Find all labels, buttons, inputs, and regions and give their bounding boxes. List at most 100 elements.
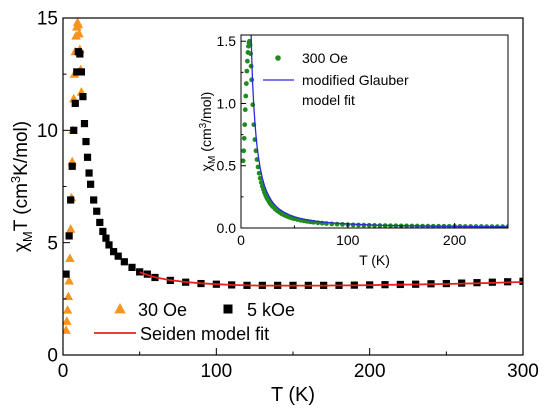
main-5-koe-point: [82, 137, 90, 146]
main-5-koe-point: [105, 241, 113, 249]
main-y-tick-label: 5: [47, 233, 58, 254]
main-series-seiden-model-fit-line: [139, 271, 523, 287]
inset-ylabel-subscript: M: [207, 156, 218, 164]
inset-300-oe-point: [243, 81, 249, 86]
main-30-oe-point: [74, 28, 84, 38]
inset-y-tick-label: 0.0: [217, 220, 237, 236]
inset-x-axis-label: T (K): [359, 252, 390, 268]
main-5-koe-point: [77, 68, 85, 76]
main-5-koe-point: [79, 93, 87, 101]
main-5-koe-point: [96, 218, 104, 227]
inset-plot-frame: [240, 34, 509, 229]
legend-seiden-fit-label: Seiden model fit: [140, 324, 269, 344]
main-x-tick-label: 300: [507, 361, 539, 382]
legend-glauber-fit-line: model fit: [302, 92, 355, 108]
inset-300-oe-point: [241, 135, 247, 141]
main-ylabel-mid: T (cm: [11, 183, 32, 231]
inset-y-tick-label: 1.0: [217, 95, 237, 111]
main-y-axis-label: χMT (cm3K/mol): [8, 121, 35, 252]
main-30-oe-point: [65, 224, 76, 233]
main-30-oe-point: [63, 305, 73, 314]
main-5-koe-point: [136, 268, 144, 276]
main-5-koe-point: [76, 50, 84, 58]
main-y-tick-label: 10: [37, 121, 58, 142]
main-ylabel-symbol: χ: [11, 242, 32, 252]
inset-ylabel-superscript: 3: [198, 122, 209, 128]
legend-glauber-fit-line: modified Glauber: [302, 72, 409, 88]
main-5-koe-point: [87, 180, 95, 188]
inset-300-oe-point: [350, 222, 356, 228]
inset-300-oe-point: [241, 158, 246, 164]
main-5-koe-point: [99, 227, 107, 236]
main-30-oe-point: [63, 316, 72, 325]
main-5-koe-point: [93, 207, 101, 215]
inset-chart: 0 100 200 0.0 0.5 1.0 1.5 T (K) χM (cm3/mol) 3…: [198, 33, 509, 268]
main-x-tick-label: 100: [200, 361, 232, 382]
main-5-koe-point: [102, 234, 110, 242]
main-5-koe-point: [114, 252, 122, 260]
main-y-tick-label: 15: [37, 9, 58, 30]
main-5-koe-point: [110, 248, 118, 256]
main-x-axis-label: T (K): [271, 384, 315, 406]
inset-series-modified-glauber-model-fit-line: [250, 35, 508, 228]
main-x-tick-label: 200: [354, 361, 386, 382]
main-5-koe-point: [65, 232, 73, 240]
main-5-koe-point: [83, 153, 92, 161]
legend-30-oe-swatch: [114, 303, 126, 314]
inset-y-tick-label: 0.5: [217, 158, 237, 174]
main-5-koe-point: [128, 263, 136, 271]
main-x-tick-label: 0: [58, 361, 69, 382]
main-5-koe-point: [67, 196, 75, 204]
inset-axes: 0 100 200 0.0 0.5 1.0 1.5: [217, 33, 467, 248]
main-legend: 30 Oe 5 kOe Seiden model fit: [94, 300, 295, 344]
main-5-koe-point: [70, 126, 78, 134]
main-30-oe-point: [63, 291, 74, 301]
inset-300-oe-point: [249, 77, 255, 83]
main-ylabel-subscript: M: [20, 231, 35, 242]
main-axes: 0 100 200 300 0 5 10 15: [37, 9, 539, 382]
inset-x-tick-label: 100: [336, 232, 360, 248]
inset-300-oe-point: [242, 107, 248, 113]
main-5-koe-point: [71, 99, 79, 107]
main-series-30-oe: [63, 18, 87, 334]
inset-300-oe-point: [340, 221, 345, 227]
main-30-oe-point: [64, 275, 74, 285]
main-5-koe-point: [85, 169, 93, 177]
main-30-oe-point: [65, 253, 75, 262]
inset-300-oe-point: [256, 170, 262, 176]
main-30-oe-point: [73, 19, 84, 29]
legend-300-oe-swatch: [275, 55, 281, 61]
main-5-koe-point: [120, 258, 128, 266]
inset-300-oe-point: [334, 221, 340, 227]
inset-y-tick-label: 1.5: [217, 33, 237, 49]
inset-ylabel-symbol: χ: [198, 163, 214, 171]
inset-legend: 300 Oe modified Glauber model fit: [263, 50, 409, 108]
main-5-koe-point: [80, 119, 89, 128]
inset-300-oe-point: [242, 122, 248, 128]
inset-300-oe-point: [248, 63, 254, 69]
inset-series-300-oe: [241, 38, 508, 228]
main-5-koe-point: [63, 270, 70, 278]
main-30-oe-point: [63, 325, 71, 334]
legend-30-oe-label: 30 Oe: [138, 300, 187, 320]
inset-300-oe-point: [241, 148, 247, 154]
legend-5-koe-label: 5 kOe: [247, 300, 295, 320]
inset-ylabel-post: /mol): [198, 92, 214, 123]
inset-series-layer: [241, 35, 508, 228]
inset-300-oe-point: [245, 58, 250, 64]
main-5-koe-point: [90, 196, 98, 204]
main-5-koe-point: [68, 162, 76, 170]
main-series-layer: [63, 18, 523, 334]
inset-x-tick-label: 0: [237, 232, 245, 248]
legend-300-oe-label: 300 Oe: [302, 50, 348, 66]
inset-300-oe-point: [257, 175, 263, 181]
main-5-koe-point: [73, 68, 81, 76]
inset-y-axis-label: χM (cm3/mol): [198, 92, 218, 172]
main-ylabel-superscript: 3: [8, 176, 23, 183]
inset-x-tick-label: 200: [443, 232, 467, 248]
inset-300-oe-point: [244, 68, 250, 74]
inset-300-oe-point: [243, 93, 249, 99]
legend-5-koe-swatch: [223, 304, 233, 314]
